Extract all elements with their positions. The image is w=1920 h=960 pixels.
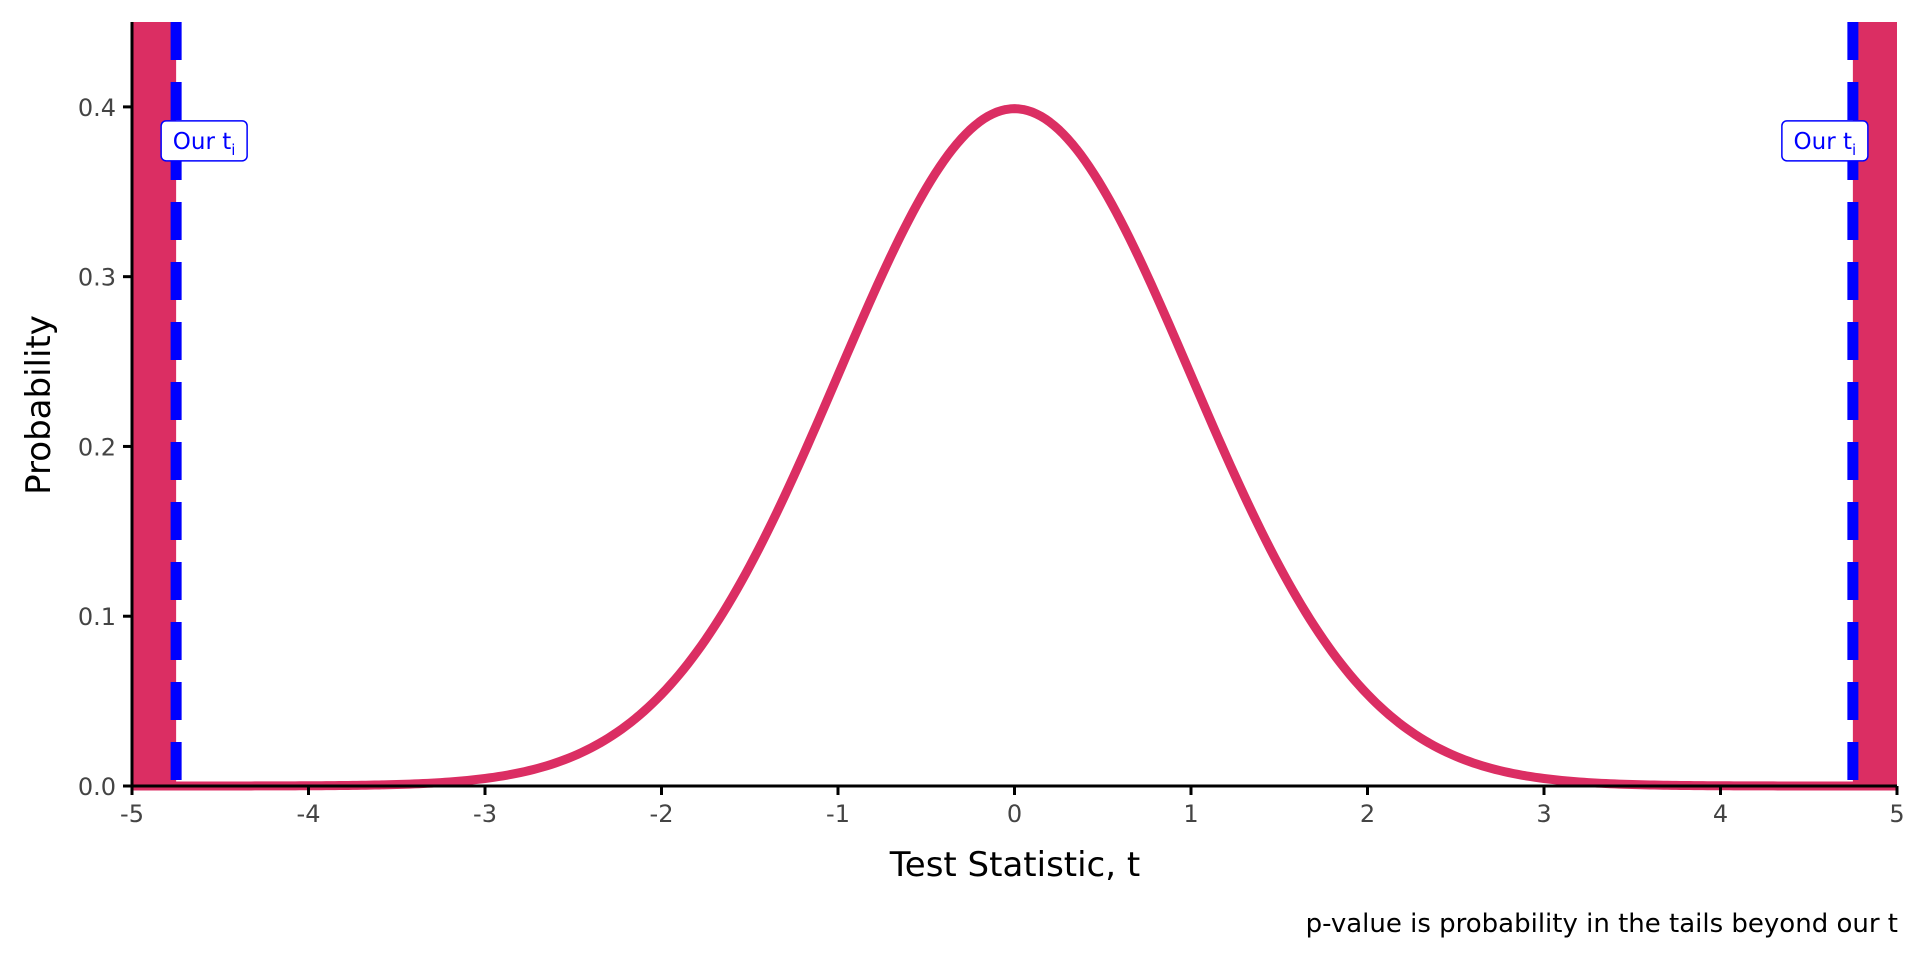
our-t-label-left: Our ti — [160, 120, 248, 162]
x-tick-label: -5 — [120, 800, 144, 828]
x-tick-label: -3 — [473, 800, 497, 828]
our-t-label-right: Our ti — [1781, 120, 1869, 162]
y-tick-label: 0.4 — [78, 94, 116, 122]
x-tick-label: 3 — [1536, 800, 1551, 828]
y-tick-label: 0.1 — [78, 603, 116, 631]
annotations: Our ti Our ti — [160, 120, 1869, 162]
density-curve — [131, 104, 1898, 791]
ticks: -5 -4 -3 -2 -1 0 1 2 3 4 5 0.0 0.1 0.2 0.3 0.4 — [78, 94, 1905, 828]
y-tick-label: 0.2 — [78, 433, 116, 461]
label-text: Our ti — [1794, 129, 1857, 159]
x-tick-label: 5 — [1889, 800, 1904, 828]
x-tick-label: -1 — [826, 800, 850, 828]
axes — [130, 22, 1897, 788]
x-tick-label: 4 — [1713, 800, 1728, 828]
label-box — [160, 120, 248, 162]
label-box — [1781, 120, 1869, 162]
x-tick-label: 0 — [1007, 800, 1022, 828]
x-tick-label: -2 — [650, 800, 674, 828]
y-axis-title: Probability — [19, 315, 59, 495]
x-axis-title: Test Statistic, t — [889, 845, 1140, 885]
shaded-tails — [132, 22, 1897, 786]
observed-t-lines — [170, 22, 1859, 786]
x-tick-label: 2 — [1360, 800, 1375, 828]
x-tick-label: 1 — [1183, 800, 1198, 828]
label-text: Our ti — [173, 129, 236, 159]
curve-layer — [131, 104, 1898, 791]
chart-caption: p-value is probability in the tails beyo… — [1306, 909, 1898, 939]
x-tick-label: -4 — [297, 800, 321, 828]
y-tick-label: 0.3 — [78, 264, 116, 292]
y-tick-label: 0.0 — [78, 773, 116, 801]
